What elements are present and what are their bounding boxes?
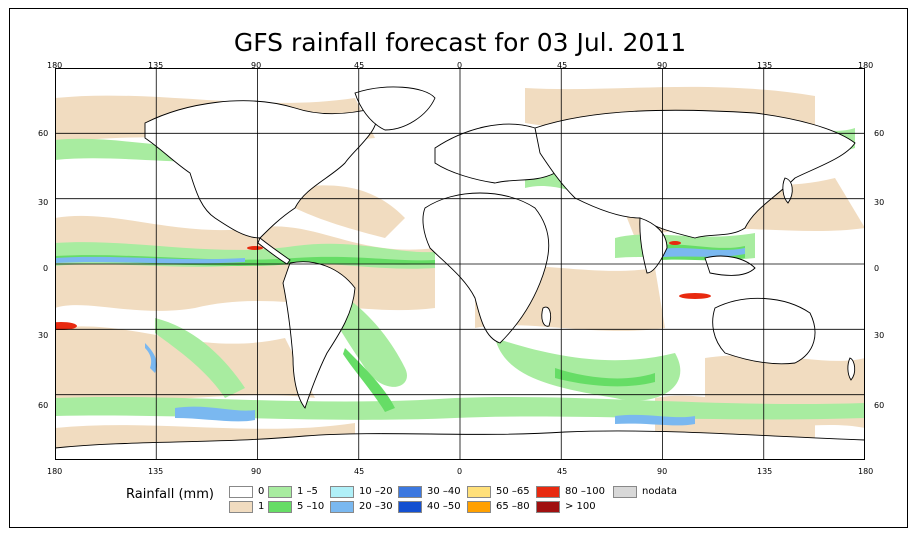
legend-swatch — [467, 486, 491, 498]
lat-tick-left: 30 — [38, 331, 49, 340]
lon-tick-bottom: 135 — [148, 467, 164, 476]
lon-tick-top: 90 — [657, 61, 668, 70]
legend-swatch — [268, 486, 292, 498]
legend-label: 1 — [258, 501, 265, 512]
lon-tick-top: 135 — [148, 61, 164, 70]
legend-label: 65 –80 — [496, 501, 530, 512]
legend-swatch — [467, 501, 491, 513]
lat-tick-right: 30 — [874, 198, 885, 207]
lat-tick-right: 60 — [874, 129, 885, 138]
map-title: GFS rainfall forecast for 03 Jul. 2011 — [233, 28, 687, 57]
lon-tick-top: 90 — [251, 61, 262, 70]
lon-tick-bottom: 90 — [251, 467, 262, 476]
lon-tick-top: 45 — [557, 61, 568, 70]
legend-label: 50 –65 — [496, 486, 530, 497]
legend-label: 80 –100 — [565, 486, 605, 497]
legend-swatch — [613, 486, 637, 498]
legend-label: 30 –40 — [427, 486, 461, 497]
legend-swatch — [330, 486, 354, 498]
lat-tick-left: 60 — [38, 401, 49, 410]
legend-label: 40 –50 — [427, 501, 461, 512]
figure-frame — [9, 8, 908, 528]
lon-tick-top: 180 — [858, 61, 874, 70]
legend-swatch — [268, 501, 292, 513]
lon-tick-bottom: 135 — [757, 467, 773, 476]
legend-label: 1 –5 — [297, 486, 318, 497]
legend-label: 20 –30 — [359, 501, 393, 512]
legend-swatch — [330, 501, 354, 513]
lat-tick-left: 0 — [43, 264, 49, 273]
lat-tick-left: 30 — [38, 198, 49, 207]
lat-tick-right: 60 — [874, 401, 885, 410]
rainfall-map — [55, 68, 865, 460]
legend-label: 0 — [258, 486, 265, 497]
lon-tick-top: 45 — [354, 61, 365, 70]
legend-swatch — [398, 501, 422, 513]
legend-swatch — [398, 486, 422, 498]
lon-tick-top: 0 — [457, 61, 463, 70]
legend-swatch — [229, 486, 253, 498]
map-border — [55, 68, 865, 460]
legend-label: 10 –20 — [359, 486, 393, 497]
lat-tick-right: 30 — [874, 331, 885, 340]
lat-tick-left: 60 — [38, 129, 49, 138]
legend-label: > 100 — [565, 501, 596, 512]
rain-20-30mm-areas — [55, 248, 745, 426]
legend-label: nodata — [642, 486, 677, 497]
lon-tick-bottom: 180 — [47, 467, 63, 476]
lon-tick-bottom: 45 — [557, 467, 568, 476]
lon-tick-bottom: 0 — [457, 467, 463, 476]
lon-tick-bottom: 90 — [657, 467, 668, 476]
legend-swatch — [536, 486, 560, 498]
graticule — [55, 68, 865, 460]
map-svg — [55, 68, 865, 460]
legend-swatch — [536, 501, 560, 513]
lon-tick-top: 135 — [757, 61, 773, 70]
lon-tick-bottom: 45 — [354, 467, 365, 476]
lon-tick-top: 180 — [47, 61, 63, 70]
legend-swatch — [229, 501, 253, 513]
legend-label: 5 –10 — [297, 501, 325, 512]
legend-title: Rainfall (mm) — [126, 487, 214, 502]
lon-tick-bottom: 180 — [858, 467, 874, 476]
lat-tick-right: 0 — [874, 264, 880, 273]
